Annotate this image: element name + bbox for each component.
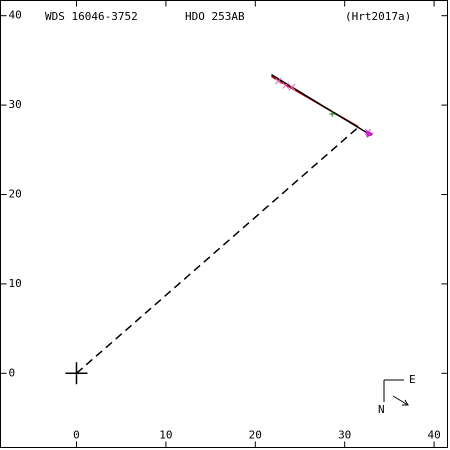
measure-x	[275, 77, 282, 85]
compass	[383, 379, 409, 406]
compass-north: N	[378, 403, 385, 416]
measure-plus	[329, 111, 336, 118]
x-tick-label: 30	[338, 429, 351, 442]
x-tick-label: 10	[159, 429, 172, 442]
measure-x	[288, 83, 296, 91]
compass-arrow	[392, 395, 409, 406]
compass-east: E	[409, 373, 416, 386]
x-tick-label: 20	[249, 429, 262, 442]
measure-triangle	[365, 129, 374, 138]
orbit-dashed	[75, 126, 359, 374]
x-tick-label: 0	[73, 429, 80, 442]
y-tick-label: 0	[9, 366, 16, 379]
y-tick-label: 40	[9, 9, 22, 22]
chart-subtitle: HDO 253AB	[185, 10, 245, 23]
primary-star	[65, 362, 88, 385]
x-tick-label: 40	[427, 429, 440, 442]
measure-x	[282, 82, 290, 89]
y-tick-label: 30	[9, 98, 22, 111]
reference: (Hrt2017a)	[345, 10, 411, 23]
compass-arrow-head	[402, 399, 409, 406]
y-tick-label: 10	[9, 277, 22, 290]
chart-title: WDS 16046-3752	[45, 10, 138, 23]
orbit-line	[270, 74, 372, 137]
y-tick-label: 20	[9, 187, 22, 200]
